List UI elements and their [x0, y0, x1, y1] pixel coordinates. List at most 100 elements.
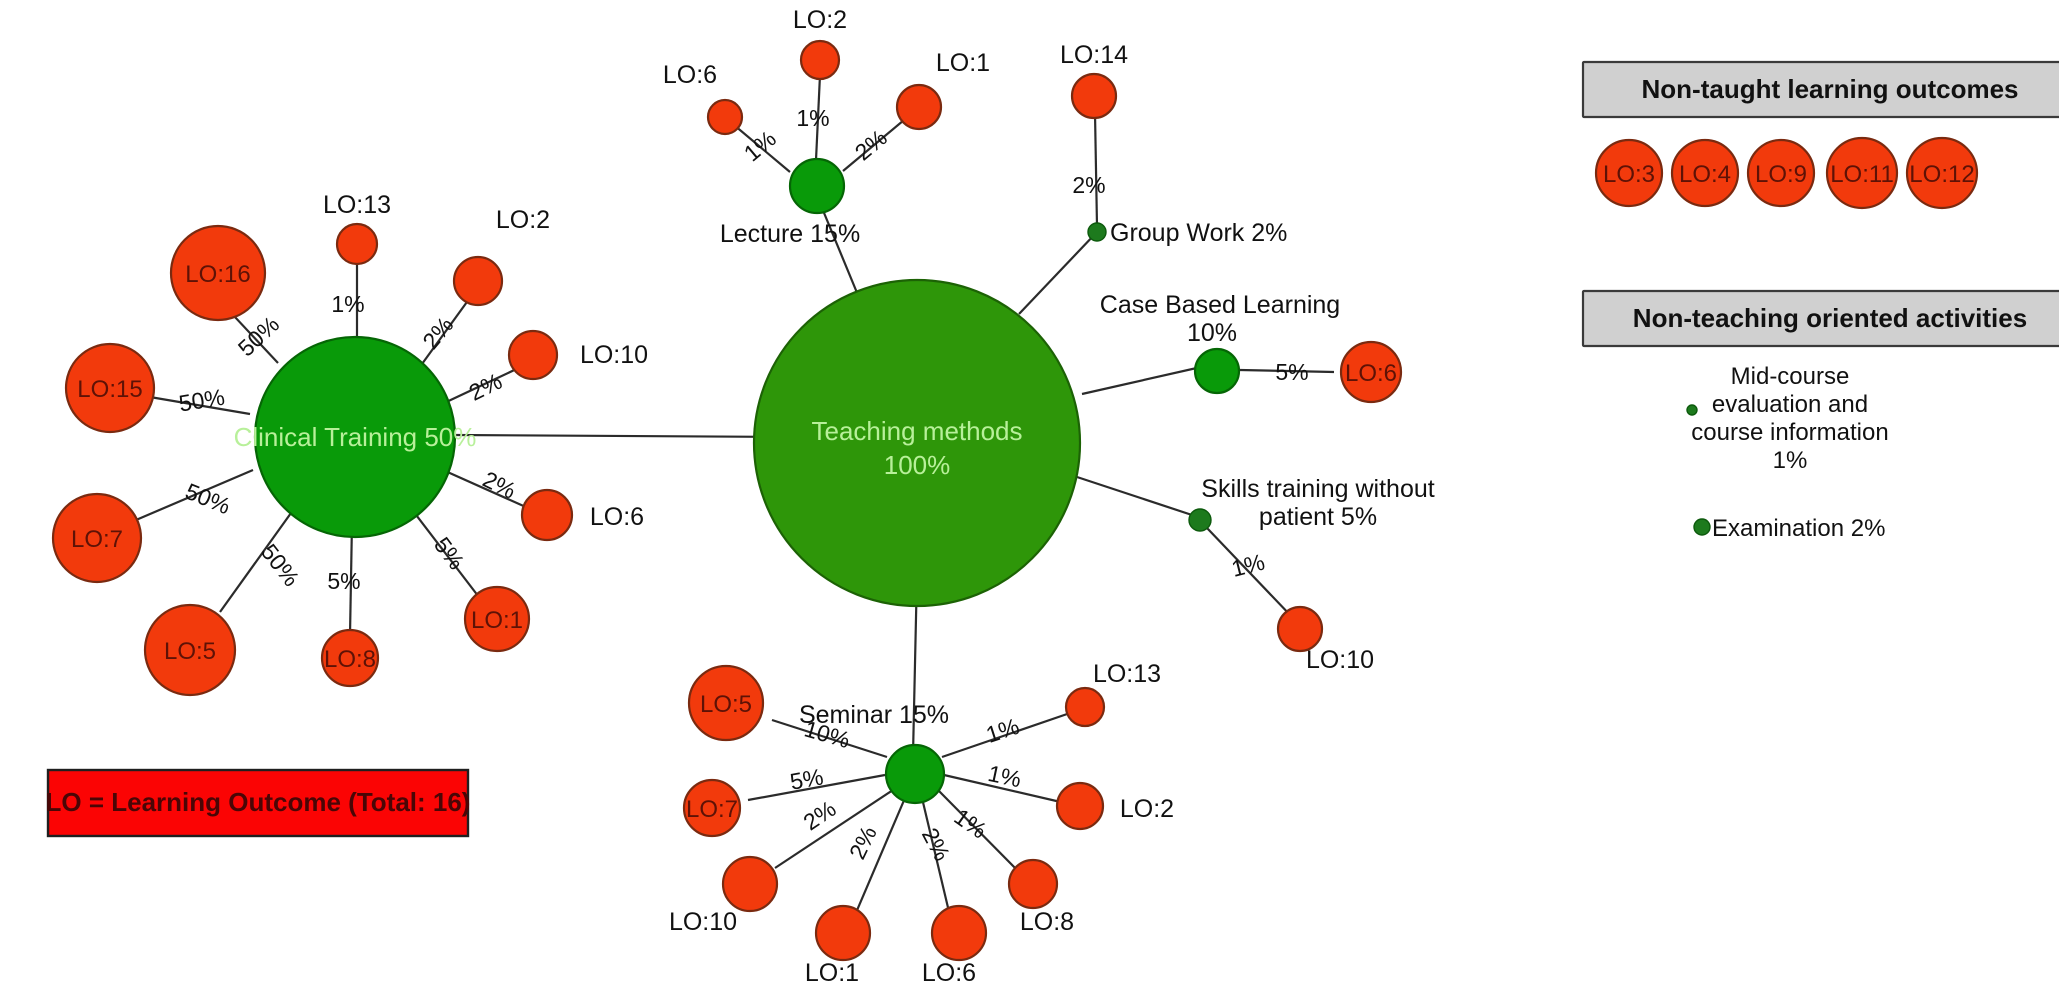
edge-clinical-lo10 — [439, 364, 526, 406]
cluster-group-work: Group Work 2% LO:14 2% — [1060, 41, 1287, 247]
node-seminar-lo7[interactable] — [682, 778, 742, 838]
node-clinical-lo1-label: LO:1 — [471, 607, 523, 634]
node-seminar-lo8-label: LO:8 — [1020, 908, 1074, 936]
node-lecture-lo1-label: LO:1 — [936, 49, 990, 77]
edge-label-skills-lo10: 1% — [1229, 549, 1268, 582]
node-skills-training[interactable] — [1188, 508, 1212, 532]
edge-seminar-lo8 — [937, 789, 1023, 876]
edge-clinical-lo2 — [413, 294, 473, 376]
edge-root-skills — [1076, 475, 1196, 518]
node-clinical-lo13-label: LO:13 — [323, 191, 391, 219]
legend-non-taught: Non-taught learning outcomes LO:3 LO:4 L… — [1581, 60, 2059, 210]
cluster-clinical-training: Clinical Training 50% LO:16 50% LO:15 50… — [51, 191, 648, 697]
node-clinical-lo8[interactable] — [320, 628, 380, 688]
node-clinical-lo2[interactable] — [452, 255, 504, 307]
edge-clinical-lo1 — [409, 506, 486, 606]
node-lecture-lo6[interactable] — [706, 98, 744, 136]
node-clinical-lo6[interactable] — [520, 488, 574, 542]
node-lecture[interactable] — [788, 157, 846, 215]
edge-label-seminar-lo6: 2% — [917, 823, 956, 865]
node-groupwork-lo14[interactable] — [1070, 72, 1118, 120]
edge-label-clinical-lo16: 50% — [233, 311, 284, 361]
edge-clinical-lo7 — [135, 468, 254, 522]
node-seminar-lo2[interactable] — [1055, 781, 1105, 831]
node-cbl-lo6[interactable] — [1339, 340, 1403, 404]
node-clinical-lo5-label: LO:5 — [164, 638, 216, 665]
node-clinical-lo8-label: LO:8 — [324, 646, 376, 673]
node-skills-label-line1: Skills training without — [1201, 475, 1434, 503]
edge-seminar-lo10 — [774, 789, 894, 869]
node-seminar-lo8[interactable] — [1007, 858, 1059, 910]
edge-lecture-lo2 — [814, 74, 822, 161]
edge-label-clinical-lo15: 50% — [177, 384, 227, 417]
node-cbl-label-line1: Case Based Learning — [1100, 291, 1340, 319]
node-clinical-lo16-label: LO:16 — [185, 261, 250, 288]
legend-midcourse-line4: 1% — [1773, 447, 1808, 474]
legend-midcourse-line1: Mid-course — [1731, 363, 1850, 390]
edge-label-seminar-lo2: 1% — [986, 760, 1024, 792]
node-seminar-lo1[interactable] — [814, 904, 872, 962]
edge-label-lecture-lo2: 1% — [796, 105, 829, 131]
edge-label-clinical-lo5: 50% — [256, 539, 305, 591]
node-clinical-lo5[interactable] — [143, 603, 237, 697]
node-cbl-lo6-label: LO:6 — [1345, 360, 1397, 387]
legend-node-lo3[interactable] — [1594, 138, 1664, 208]
edge-label-seminar-lo7: 5% — [788, 763, 825, 794]
edge-label-clinical-lo6: 2% — [479, 466, 520, 504]
node-case-based-learning[interactable] — [1193, 347, 1241, 395]
node-clinical-lo7[interactable] — [51, 492, 143, 584]
node-lecture-lo2-label: LO:2 — [793, 6, 847, 34]
legend-node-lo9[interactable] — [1746, 138, 1816, 208]
edge-clinical-lo5 — [219, 512, 292, 613]
node-group-work[interactable] — [1087, 222, 1107, 242]
edge-label-clinical-lo13: 1% — [331, 291, 364, 317]
legend-midcourse-line3: course information — [1691, 419, 1888, 446]
legend-non-teaching-title: Non-teaching oriented activities — [1633, 303, 2027, 333]
legend-lo-box — [46, 768, 470, 838]
node-teaching-methods[interactable] — [752, 278, 1082, 608]
node-lecture-lo2[interactable] — [799, 39, 841, 81]
legend-non-teaching: Non-teaching oriented activities Mid-cou… — [1581, 289, 2059, 542]
node-clinical-lo10[interactable] — [507, 329, 559, 381]
node-clinical-lo13[interactable] — [335, 222, 379, 266]
edge-seminar-lo13 — [941, 710, 1074, 759]
cluster-seminar: Seminar 15% LO:5 10% LO:7 5% LO:10 2% LO… — [669, 660, 1174, 987]
node-seminar[interactable] — [884, 743, 946, 805]
node-clinical-training-label: Clinical Training 50% — [234, 422, 477, 452]
node-clinical-lo1[interactable] — [463, 585, 531, 653]
node-lecture-lo6-label: LO:6 — [663, 61, 717, 89]
node-skills-lo10[interactable] — [1276, 605, 1324, 653]
node-clinical-lo6-label: LO:6 — [590, 503, 644, 531]
node-seminar-lo5[interactable] — [687, 664, 765, 742]
node-clinical-lo16[interactable] — [169, 224, 267, 322]
node-lecture-lo1[interactable] — [895, 83, 943, 131]
node-seminar-lo13-label: LO:13 — [1093, 660, 1161, 688]
legend-node-lo11[interactable] — [1825, 136, 1899, 210]
legend-node-lo12[interactable] — [1905, 136, 1979, 210]
node-seminar-lo6-label: LO:6 — [922, 959, 976, 987]
node-cbl-label-line2: 10% — [1187, 319, 1237, 347]
node-seminar-lo13[interactable] — [1064, 686, 1106, 728]
edge-seminar-lo1 — [853, 797, 907, 916]
cluster-skills-training: Skills training without patient 5% LO:10… — [1188, 475, 1435, 674]
legend-node-lo11-label: LO:11 — [1830, 161, 1894, 188]
edge-cbl-lo6 — [1239, 368, 1335, 374]
node-seminar-lo6[interactable] — [930, 904, 988, 962]
node-clinical-lo15-label: LO:15 — [77, 376, 142, 403]
root-node-group: Teaching methods 100% — [752, 278, 1082, 608]
edge-root-clinical — [454, 433, 793, 439]
node-clinical-lo7-label: LO:7 — [71, 526, 123, 553]
legend-non-taught-title: Non-taught learning outcomes — [1642, 74, 2019, 104]
node-seminar-lo10[interactable] — [721, 855, 779, 913]
node-clinical-lo15[interactable] — [64, 342, 156, 434]
edge-groupwork-lo14 — [1093, 112, 1099, 227]
edge-seminar-lo2 — [943, 773, 1066, 805]
legend-midcourse-line2: evaluation and — [1712, 391, 1868, 418]
legend-node-lo12-label: LO:12 — [1909, 161, 1974, 188]
edge-label-groupwork-lo14: 2% — [1072, 172, 1105, 198]
node-groupwork-lo14-label: LO:14 — [1060, 41, 1128, 69]
legend-node-lo4[interactable] — [1670, 138, 1740, 208]
node-clinical-training[interactable] — [253, 335, 457, 539]
